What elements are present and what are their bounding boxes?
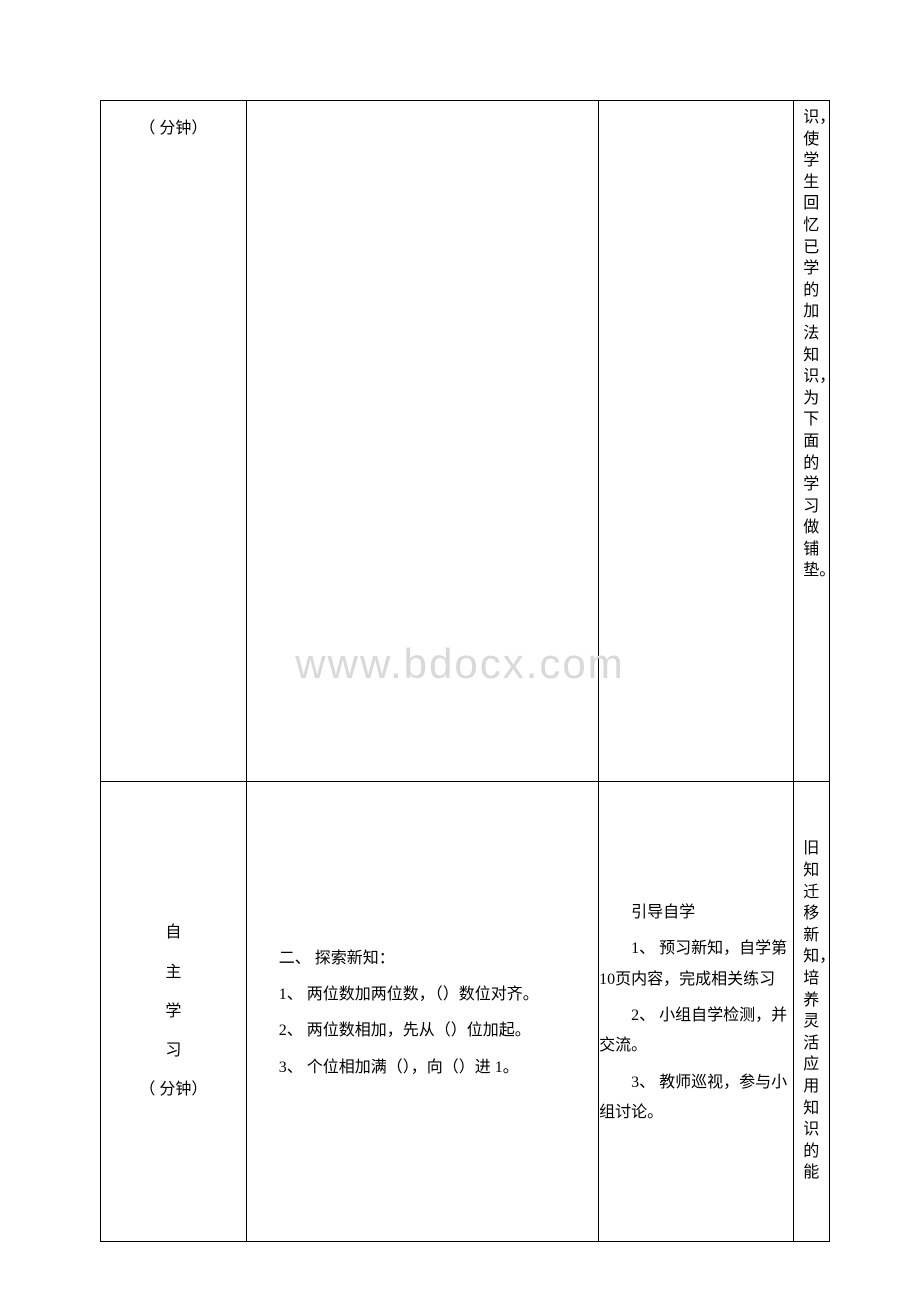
guide-para: 引导自学 (599, 898, 792, 928)
stage-cell: 自 主 学 习 （ 分钟） (101, 781, 247, 1241)
stage-line: 主 (139, 955, 207, 990)
stage-line: （ 分钟） (139, 1072, 207, 1107)
purpose-text: 旧知迁移新知，培养灵活应用知识的能 (803, 838, 819, 1184)
stage-line: 学 (139, 994, 207, 1029)
main-content-cell (246, 101, 598, 782)
table-row: 自 主 学 习 （ 分钟） 二、 探索新知： 1、 两位数加两位数，（）数位对齐… (101, 781, 830, 1241)
guide-para: 2、 小组自学检测，并交流。 (599, 1001, 792, 1062)
stage-line: 习 (139, 1033, 207, 1068)
main-content-cell: 二、 探索新知： 1、 两位数加两位数，（）数位对齐。 2、 两位数相加，先从（… (246, 781, 598, 1241)
stage-cell: （ 分钟） (101, 101, 247, 782)
content-para: 2、 两位数相加，先从（）位加起。 (247, 1016, 598, 1046)
purpose-cell: 识，使学生回忆已学的加法知识，为下面的学习做铺垫。 (793, 101, 829, 782)
content-para: 3、 个位相加满（），向（）进 1。 (247, 1053, 598, 1083)
table-row: （ 分钟） 识，使学生回忆已学的加法知识，为下面的学习做铺垫。 (101, 101, 830, 782)
guide-cell (599, 101, 793, 782)
purpose-text: 识，使学生回忆已学的加法知识，为下面的学习做铺垫。 (803, 107, 819, 582)
stage-label: （ 分钟） (139, 107, 207, 150)
stage-line: （ 分钟） (139, 111, 207, 146)
guide-para: 3、 教师巡视，参与小组讨论。 (599, 1068, 792, 1129)
lesson-plan-table: （ 分钟） 识，使学生回忆已学的加法知识，为下面的学习做铺垫。 自 主 学 习 … (100, 100, 830, 1242)
stage-line: 自 (139, 915, 207, 950)
content-para: 1、 两位数加两位数，（）数位对齐。 (247, 980, 598, 1010)
stage-label: 自 主 学 习 （ 分钟） (139, 911, 207, 1111)
content-para: 二、 探索新知： (247, 944, 598, 974)
guide-para: 1、 预习新知，自学第 10页内容，完成相关练习 (599, 934, 792, 995)
purpose-cell: 旧知迁移新知，培养灵活应用知识的能 (793, 781, 829, 1241)
guide-cell: 引导自学 1、 预习新知，自学第 10页内容，完成相关练习 2、 小组自学检测，… (599, 781, 793, 1241)
